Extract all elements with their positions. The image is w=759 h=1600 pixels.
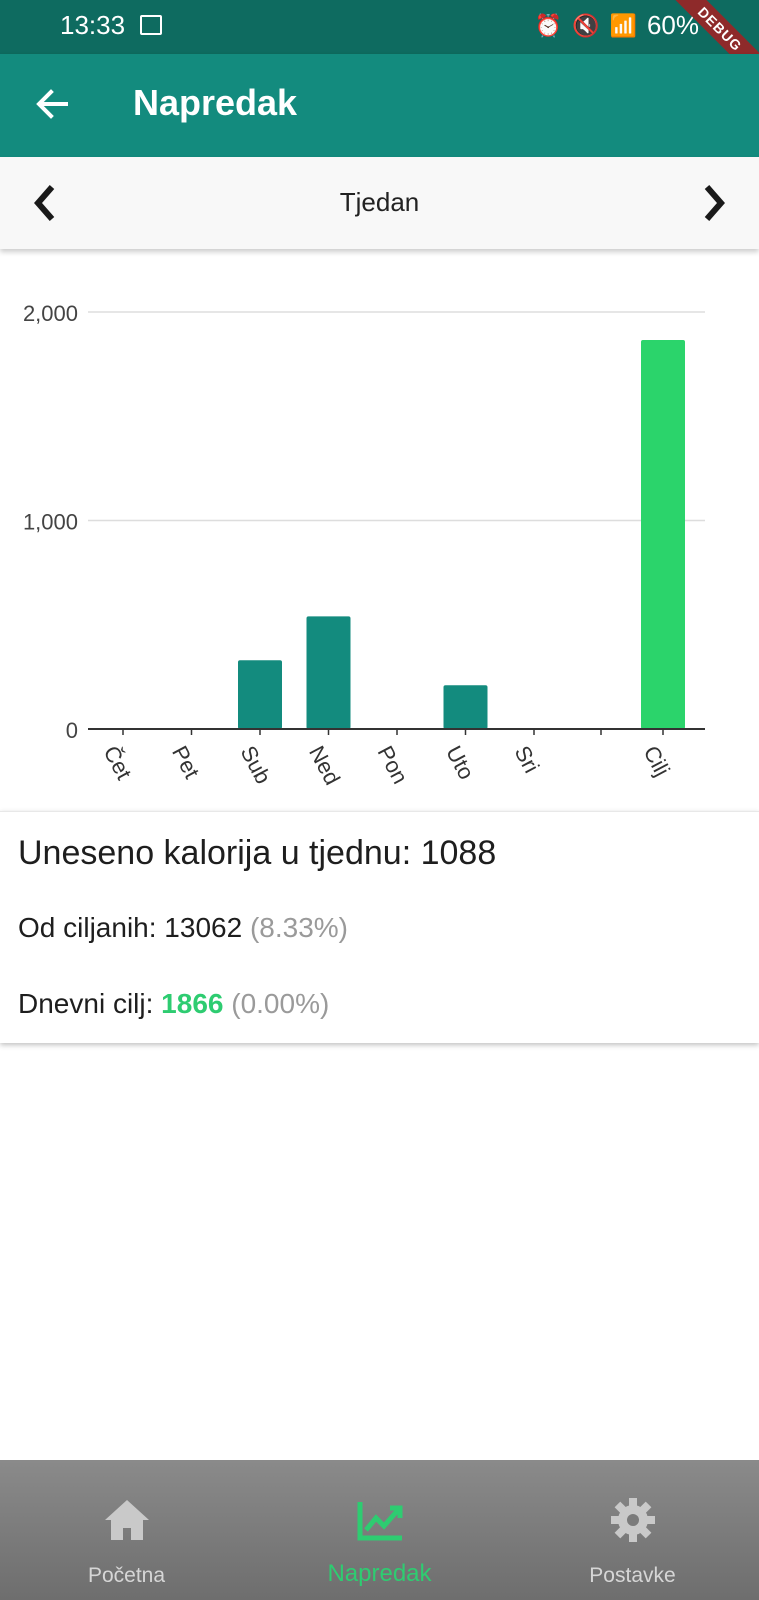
bar [443, 685, 488, 729]
chevron-right-icon[interactable] [693, 181, 733, 225]
x-tick-label: Uto [441, 742, 479, 784]
bar [306, 616, 351, 729]
weekly-calories: Uneseno kalorija u tjednu: 1088 [18, 834, 496, 873]
y-tick-label: 1,000 [23, 510, 78, 535]
trending-up-icon [357, 1502, 402, 1541]
x-tick-label: Sri [510, 742, 545, 777]
nav-item-progress[interactable]: Napredak [253, 1460, 506, 1600]
goal-bar [641, 339, 685, 729]
chevron-left-icon[interactable] [26, 181, 66, 225]
bar-chart: 0 1,000 2,000 Čet Pet Sub Ned Pon Uto Sri Cilj [23, 301, 705, 789]
nav-item-home[interactable]: Početna [0, 1460, 253, 1600]
nav-label-settings: Postavke [589, 1564, 676, 1587]
alarm-icon: ⏰ [534, 12, 563, 38]
y-tick-label: 2,000 [23, 301, 78, 326]
mute-icon: 🔇 [572, 12, 600, 38]
status-time: 13:33 [60, 10, 126, 40]
period-label: Tjedan [339, 187, 420, 217]
daily-value: 1866 [161, 988, 224, 1019]
status-bar: 13:33 ⏰ 🔇 📶 60% DEBUG [0, 0, 759, 90]
target-value: 13062 [164, 912, 243, 943]
x-tick-label: Sub [236, 742, 276, 788]
page-title: Napredak [133, 82, 298, 123]
daily-percent: (0.00%) [231, 988, 330, 1019]
target-label: Od ciljanih: [18, 912, 165, 943]
image-icon [140, 15, 162, 35]
bar [238, 660, 282, 729]
app-bar: Napredak [0, 54, 759, 157]
target-percent: (8.33%) [249, 912, 348, 943]
weekly-value: 1088 [420, 834, 497, 872]
home-icon [104, 1500, 149, 1540]
y-tick-label: 0 [66, 718, 78, 743]
gear-icon [610, 1498, 655, 1542]
bottom-navigation: Početna Napredak Postavke [0, 1460, 759, 1600]
target-calories: Od ciljanih: 13062 (8.33%) [18, 912, 348, 944]
wifi-icon: 📶 [609, 12, 637, 38]
weekly-label: Uneseno kalorija u tjednu: [18, 834, 421, 872]
x-tick-label: Cilj [639, 742, 675, 781]
period-selector: Tjedan [0, 157, 759, 249]
status-indicators: ⏰ 🔇 📶 60% [535, 10, 699, 41]
summary-card: Uneseno kalorija u tjednu: 1088 Od cilja… [0, 811, 759, 1043]
daily-label: Dnevni cilj: [18, 988, 162, 1019]
x-tick-label: Čet [99, 742, 137, 784]
arrow-left-icon[interactable] [32, 84, 72, 124]
nav-item-settings[interactable]: Postavke [506, 1460, 759, 1600]
x-tick-label: Pon [373, 742, 413, 788]
x-tick-label: Pet [167, 742, 205, 783]
nav-label-home: Početna [87, 1564, 166, 1587]
calorie-chart: 0 1,000 2,000 Čet Pet Sub Ned Pon Uto Sri Cilj [0, 260, 759, 805]
nav-label-progress: Napredak [327, 1560, 432, 1587]
daily-goal: Dnevni cilj: 1866 (0.00%) [18, 988, 329, 1020]
x-tick-label: Ned [304, 742, 345, 789]
